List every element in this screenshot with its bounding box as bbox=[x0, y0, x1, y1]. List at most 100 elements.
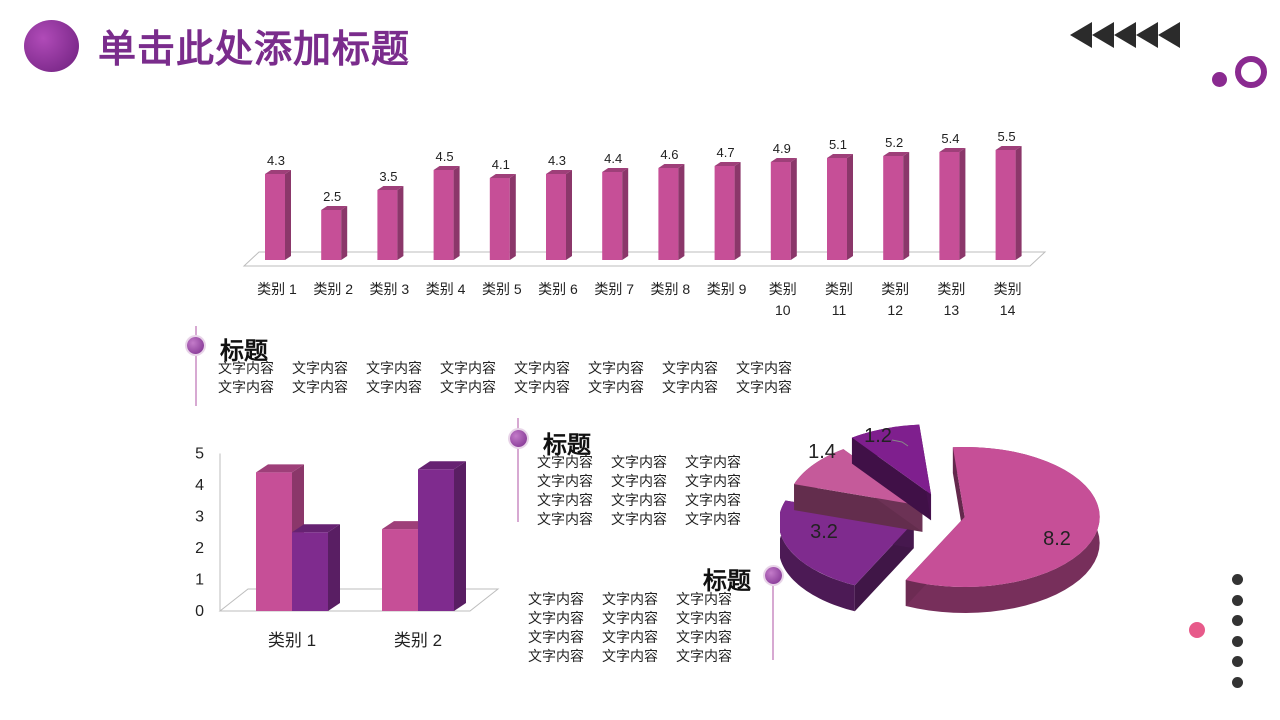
pink-dot-icon bbox=[1189, 622, 1205, 638]
text-cell: 文字内容 bbox=[292, 380, 348, 396]
grouped-bar-chart: 0 1 2 3 4 5 类别 1 类别 2 bbox=[195, 446, 500, 650]
triangles-decoration-icon bbox=[1070, 22, 1180, 48]
text-cell: 文字内容 bbox=[611, 493, 667, 509]
bar bbox=[939, 148, 966, 260]
tick-label: 类别 6 bbox=[538, 281, 578, 297]
y-tick-label: 3 bbox=[195, 509, 204, 526]
tick-label: 类别 3 bbox=[370, 281, 410, 297]
data-label: 4.3 bbox=[267, 153, 285, 168]
tick-label: 类别 9 bbox=[707, 281, 747, 297]
tick-label: 类别 4 bbox=[426, 281, 466, 297]
x-tick-label: 类别 1 bbox=[268, 631, 316, 650]
text-cell: 文字内容 bbox=[528, 592, 584, 608]
block1-text-grid: 文字内容 文字内容 文字内容 文字内容 文字内容 文字内容 文字内容 文字内容 文字内容 文字内容… bbox=[218, 360, 792, 398]
bar bbox=[658, 164, 685, 260]
leader-line bbox=[891, 439, 909, 447]
bar bbox=[995, 146, 1022, 260]
tick-label: 类别 2 bbox=[313, 281, 353, 297]
text-cell: 文字内容 bbox=[602, 649, 658, 665]
bar bbox=[714, 162, 741, 260]
block3-vertical-line bbox=[772, 578, 774, 660]
bar bbox=[265, 170, 291, 260]
data-label: 4.1 bbox=[492, 157, 510, 172]
y-tick-label: 0 bbox=[195, 603, 204, 620]
tick-label: 类别 1 bbox=[257, 281, 297, 297]
text-cell: 文字内容 bbox=[366, 361, 422, 377]
page-title: 单击此处添加标题 bbox=[98, 27, 411, 71]
block1-heading: 标题 bbox=[220, 337, 268, 365]
text-cell: 文字内容 bbox=[588, 361, 644, 377]
block2-vertical-line bbox=[517, 418, 519, 522]
block2-heading: 标题 bbox=[543, 431, 591, 459]
bar bbox=[883, 152, 910, 260]
bar bbox=[418, 461, 466, 611]
text-cell: 文字内容 bbox=[602, 592, 658, 608]
top-bar-chart: 4.3 类别 1 2.5 类别 2 3.5 类别 3 4.5 类别 4 4.1 类别 5 4.3 类别… bbox=[242, 129, 1047, 318]
data-label: 4.4 bbox=[604, 151, 622, 166]
text-cell: 文字内容 bbox=[736, 361, 792, 377]
tick-label: 类别 11 bbox=[825, 281, 853, 318]
block2-text-grid: 文字内容 文字内容 文字内容 文字内容 文字内容 文字内容 文字内容 文字内容 文字内容 文字内容… bbox=[537, 454, 741, 530]
vertical-dots-decoration bbox=[1232, 574, 1243, 688]
bar bbox=[546, 170, 572, 260]
y-tick-label: 5 bbox=[195, 446, 204, 463]
text-cell: 文字内容 bbox=[611, 512, 667, 528]
text-cell: 文字内容 bbox=[218, 361, 274, 377]
ring-icon bbox=[1235, 56, 1267, 88]
text-cell: 文字内容 bbox=[537, 455, 593, 471]
text-cell: 文字内容 bbox=[611, 474, 667, 490]
block3-text-grid: 文字内容 文字内容 文字内容 文字内容 文字内容 文字内容 文字内容 文字内容 文字内容 文字内容… bbox=[528, 591, 732, 667]
block1-vertical-line bbox=[195, 326, 197, 406]
bar bbox=[602, 168, 629, 260]
text-cell: 文字内容 bbox=[685, 493, 741, 509]
text-cell: 文字内容 bbox=[292, 361, 348, 377]
text-cell: 文字内容 bbox=[537, 474, 593, 490]
text-cell: 文字内容 bbox=[736, 380, 792, 396]
y-tick-label: 4 bbox=[195, 477, 204, 494]
data-label: 5.2 bbox=[885, 135, 903, 150]
small-dot-icon bbox=[1212, 72, 1227, 87]
data-label: 3.5 bbox=[379, 169, 397, 184]
tick-label: 类别 14 bbox=[994, 281, 1022, 318]
data-label: 2.5 bbox=[323, 189, 341, 204]
bar bbox=[433, 166, 460, 260]
data-label: 4.7 bbox=[717, 145, 735, 160]
text-cell: 文字内容 bbox=[537, 493, 593, 509]
text-cell: 文字内容 bbox=[685, 512, 741, 528]
chart-floor bbox=[242, 251, 1047, 267]
data-label: 4.6 bbox=[660, 147, 678, 162]
text-cell: 文字内容 bbox=[611, 455, 667, 471]
text-cell: 文字内容 bbox=[366, 380, 422, 396]
text-cell: 文字内容 bbox=[676, 592, 732, 608]
tick-label: 类别 7 bbox=[594, 281, 634, 297]
text-cell: 文字内容 bbox=[218, 380, 274, 396]
tick-label: 类别 10 bbox=[769, 281, 797, 318]
text-cell: 文字内容 bbox=[514, 380, 570, 396]
text-cell: 文字内容 bbox=[528, 611, 584, 627]
text-cell: 文字内容 bbox=[440, 380, 496, 396]
data-label: 4.3 bbox=[548, 153, 566, 168]
data-label: 4.9 bbox=[773, 141, 791, 156]
data-label: 5.4 bbox=[941, 131, 959, 146]
text-cell: 文字内容 bbox=[676, 630, 732, 646]
text-cell: 文字内容 bbox=[537, 512, 593, 528]
text-cell: 文字内容 bbox=[676, 611, 732, 627]
y-tick-label: 1 bbox=[195, 572, 204, 589]
x-tick-label: 类别 2 bbox=[394, 631, 442, 650]
block3-heading: 标题 bbox=[703, 567, 751, 595]
bar bbox=[377, 186, 404, 260]
bar bbox=[292, 524, 340, 611]
bar bbox=[489, 174, 516, 260]
text-cell: 文字内容 bbox=[528, 649, 584, 665]
text-cell: 文字内容 bbox=[528, 630, 584, 646]
data-label: 4.5 bbox=[436, 149, 454, 164]
text-cell: 文字内容 bbox=[440, 361, 496, 377]
block1-bullet-icon bbox=[187, 337, 204, 354]
bar bbox=[827, 154, 853, 260]
block3-bullet-icon bbox=[765, 567, 782, 584]
text-cell: 文字内容 bbox=[685, 474, 741, 490]
pie-data-label: 8.2 bbox=[1043, 528, 1071, 550]
pie-slice bbox=[905, 446, 1100, 613]
text-cell: 文字内容 bbox=[588, 380, 644, 396]
tick-label: 类别 8 bbox=[651, 281, 691, 297]
